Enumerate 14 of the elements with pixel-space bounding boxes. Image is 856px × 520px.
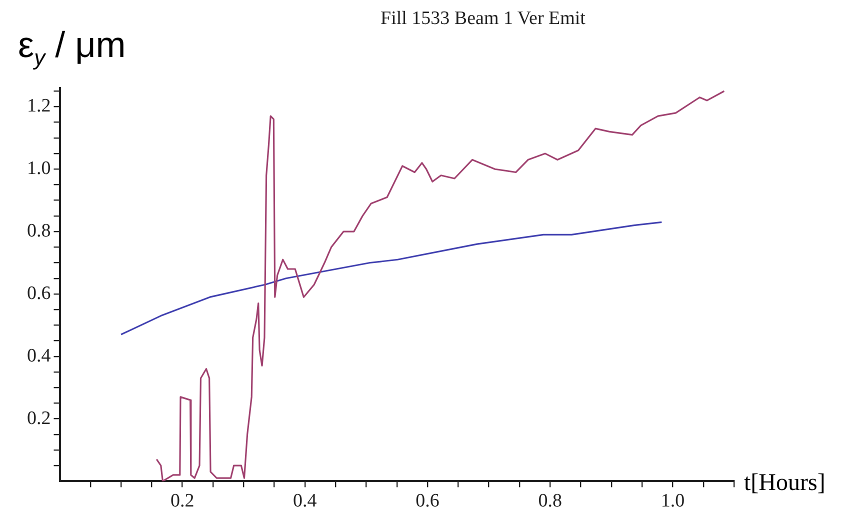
- x-tick-label: 0.6: [416, 490, 440, 512]
- y-tick-label: 1.0: [27, 158, 51, 180]
- y-tick-label: 0.2: [27, 408, 51, 429]
- y-axis-title: ε$_{y}$ / μm: [18, 24, 126, 72]
- x-tick-label: 0.2: [170, 490, 194, 512]
- x-axis-title: t[Hours]: [744, 470, 826, 497]
- y-tick-label: 0.4: [27, 345, 52, 366]
- x-tick-label: 0.8: [538, 490, 562, 512]
- y-tick-label: 0.8: [27, 220, 51, 242]
- x-tick-label: 1.0: [660, 490, 685, 512]
- x-tick-label: 0.4: [293, 490, 318, 512]
- y-tick-label: 1.2: [27, 96, 51, 117]
- y-tick-label: 0.6: [27, 282, 51, 304]
- chart-title: Fill 1533 Beam 1 Ver Emit: [380, 8, 586, 29]
